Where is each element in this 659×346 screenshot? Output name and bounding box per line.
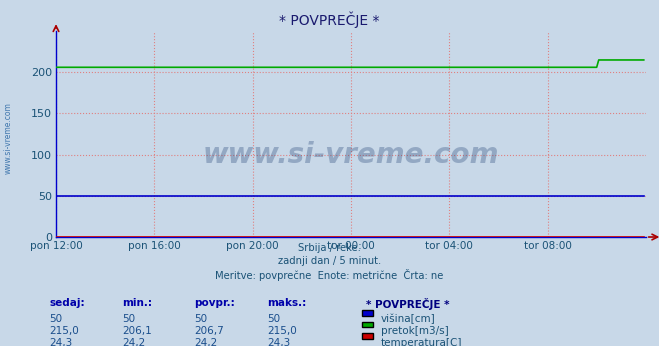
- Text: 24,2: 24,2: [122, 338, 145, 346]
- Text: * POVPREČJE *: * POVPREČJE *: [279, 11, 380, 28]
- Text: 24,3: 24,3: [49, 338, 72, 346]
- Text: min.:: min.:: [122, 298, 152, 308]
- Text: povpr.:: povpr.:: [194, 298, 235, 308]
- Text: * POVPREČJE *: * POVPREČJE *: [366, 298, 449, 310]
- Text: 24,3: 24,3: [267, 338, 290, 346]
- Text: www.si-vreme.com: www.si-vreme.com: [203, 141, 499, 169]
- Text: pretok[m3/s]: pretok[m3/s]: [381, 326, 449, 336]
- Text: 215,0: 215,0: [267, 326, 297, 336]
- Text: maks.:: maks.:: [267, 298, 306, 308]
- Text: 215,0: 215,0: [49, 326, 79, 336]
- Text: 50: 50: [49, 314, 63, 324]
- Text: 206,7: 206,7: [194, 326, 224, 336]
- Text: Srbija / reke.: Srbija / reke.: [298, 243, 361, 253]
- Text: www.si-vreme.com: www.si-vreme.com: [3, 102, 13, 174]
- Text: Meritve: povprečne  Enote: metrične  Črta: ne: Meritve: povprečne Enote: metrične Črta:…: [215, 269, 444, 281]
- Text: 50: 50: [194, 314, 208, 324]
- Text: 50: 50: [267, 314, 280, 324]
- Text: sedaj:: sedaj:: [49, 298, 85, 308]
- Text: 206,1: 206,1: [122, 326, 152, 336]
- Text: 24,2: 24,2: [194, 338, 217, 346]
- Text: višina[cm]: višina[cm]: [381, 314, 436, 325]
- Text: temperatura[C]: temperatura[C]: [381, 338, 463, 346]
- Text: zadnji dan / 5 minut.: zadnji dan / 5 minut.: [278, 256, 381, 266]
- Text: 50: 50: [122, 314, 135, 324]
